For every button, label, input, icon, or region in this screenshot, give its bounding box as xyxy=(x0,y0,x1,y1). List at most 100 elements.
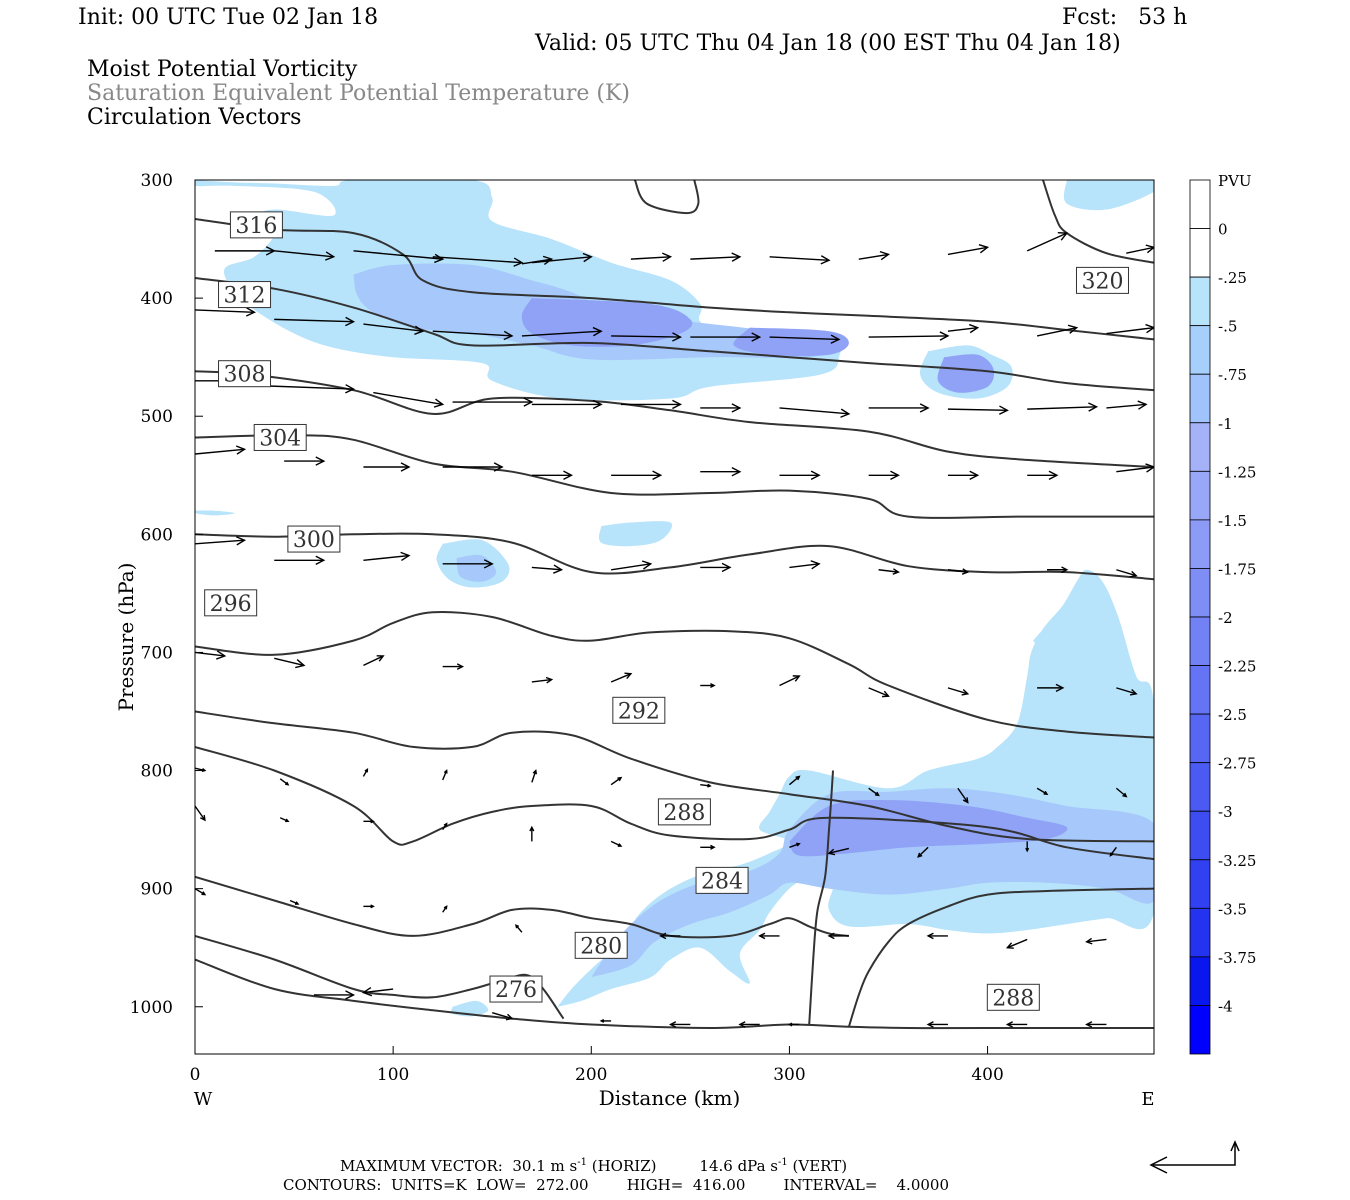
x-tick-label: 300 xyxy=(773,1065,805,1085)
colorbar-label: -1.25 xyxy=(1218,463,1256,481)
circulation-vector xyxy=(611,332,682,342)
circulation-vector xyxy=(363,323,425,335)
circulation-vector xyxy=(363,819,375,824)
circulation-vector xyxy=(531,399,603,410)
circulation-vector xyxy=(442,822,448,830)
circulation-vector xyxy=(195,445,247,455)
circulation-vector xyxy=(442,905,448,913)
circulation-vector xyxy=(353,250,445,264)
circulation-vector xyxy=(1106,400,1148,410)
theta-es-contours xyxy=(195,180,1154,1030)
svg-text:284: 284 xyxy=(701,869,743,894)
circulation-vector xyxy=(442,559,494,569)
contour-276-10 xyxy=(195,958,1154,1030)
circulation-vector xyxy=(195,536,247,546)
circulation-vector xyxy=(611,470,663,480)
pv-shading xyxy=(195,180,1154,1017)
contour-288-7 xyxy=(195,745,1154,861)
circulation-vector xyxy=(1027,402,1099,412)
circulation-vector xyxy=(758,932,780,940)
contours-note: CONTOURS: UNITS=K LOW= 272.00 HIGH= 416.… xyxy=(283,1176,949,1194)
circulation-vector xyxy=(279,817,290,823)
colorbar-label: -2.25 xyxy=(1218,658,1256,676)
circulation-vector xyxy=(1109,846,1117,857)
circulation-vector xyxy=(1116,687,1138,696)
circulation-vector xyxy=(947,323,980,334)
y-tick-label: 900 xyxy=(141,880,173,900)
circulation-vector xyxy=(621,399,682,410)
forecast-hour: Fcst: 53 h xyxy=(1062,5,1188,30)
x-tick-label: 0 xyxy=(190,1065,201,1085)
circulation-vector xyxy=(279,778,290,786)
svg-text:296: 296 xyxy=(210,592,252,617)
circulation-vector xyxy=(432,330,514,341)
y-tick-label: 400 xyxy=(141,289,173,309)
pv-region-dark-2 xyxy=(521,298,693,347)
colorbar-segment xyxy=(1189,228,1211,278)
colorbar-label: -1 xyxy=(1218,415,1233,433)
circulation-vector xyxy=(1036,324,1079,337)
circulation-vector xyxy=(531,564,564,574)
svg-text:288: 288 xyxy=(992,986,1034,1011)
contour-300-4 xyxy=(195,532,1154,581)
contour-label-280-9: 280 xyxy=(574,931,628,959)
circulation-vector xyxy=(610,560,653,571)
circulation-vector xyxy=(1106,323,1154,335)
svg-text:316: 316 xyxy=(235,214,277,239)
circulation-vector xyxy=(1047,566,1069,574)
field-title-pv: Moist Potential Vorticity xyxy=(87,57,358,82)
contour-label-300-4: 300 xyxy=(287,525,341,553)
colorbar-label: -3.5 xyxy=(1218,900,1247,918)
x-tick-label: 200 xyxy=(575,1065,607,1085)
circulation-vector xyxy=(947,568,970,575)
y-tick-label: 300 xyxy=(141,171,173,191)
colorbar-segment xyxy=(1189,1005,1211,1055)
circulation-vector xyxy=(610,672,633,683)
circulation-vector xyxy=(926,1021,948,1028)
contour-label-292-6: 292 xyxy=(612,696,666,724)
pv-region-light-14 xyxy=(1033,616,1077,651)
circulation-vector xyxy=(827,932,849,940)
circulation-vector xyxy=(947,470,980,480)
contour-304-3 xyxy=(195,434,1154,519)
west-label: W xyxy=(194,1089,213,1110)
field-title-theta-es: Saturation Equivalent Potential Temperat… xyxy=(87,81,630,106)
contour-288-11 xyxy=(847,887,1154,1028)
colorbar-segment xyxy=(1189,373,1211,424)
svg-text:280: 280 xyxy=(580,934,622,959)
contour-unlabeled-14 xyxy=(633,180,700,215)
circulation-vector xyxy=(1005,1021,1028,1028)
field-title-vectors: Circulation Vectors xyxy=(87,105,302,130)
circulation-vector xyxy=(1116,463,1154,473)
contour-296-5 xyxy=(195,611,1154,739)
contour-284-8 xyxy=(195,875,850,939)
colorbar-label: 0 xyxy=(1218,221,1228,239)
circulation-vector xyxy=(700,467,742,477)
colorbar-label: -.25 xyxy=(1218,269,1247,287)
circulation-vector xyxy=(738,1021,760,1028)
colorbar-segment xyxy=(1189,470,1211,521)
circulation-vector xyxy=(1037,683,1065,692)
circulation-vector xyxy=(769,334,841,344)
max-vector-note: MAXIMUM VECTOR: 30.1 m s-1 (HORIZ) 14.6 … xyxy=(340,1157,848,1175)
colorbar-segment xyxy=(1189,616,1211,666)
east-label: E xyxy=(1141,1089,1154,1110)
circulation-vector xyxy=(690,332,762,342)
contour-labels: 316 312 308 304 300 296 292 288 284 280 276 288 320 xyxy=(204,211,1129,1011)
svg-text:300: 300 xyxy=(293,528,335,553)
y-tick-label: 800 xyxy=(141,762,173,782)
circulation-vector xyxy=(432,256,524,267)
colorbar-label: -3.25 xyxy=(1218,852,1256,870)
circulation-vector xyxy=(1027,470,1059,480)
axes: 300 400 500 600 700 800 900 1000 0 100 200 300 400 W E… xyxy=(114,171,1155,1110)
pv-region-dark-3 xyxy=(733,327,849,357)
contour-label-304-3: 304 xyxy=(253,423,307,451)
circulation-vector xyxy=(700,562,732,573)
colorbar-label: -2.5 xyxy=(1218,706,1247,724)
colorbar-label: -.75 xyxy=(1218,366,1247,384)
contour-312-1 xyxy=(195,277,1154,392)
svg-text:308: 308 xyxy=(224,363,266,388)
colorbar-label: -.5 xyxy=(1218,318,1237,336)
circulation-vector xyxy=(361,987,394,997)
